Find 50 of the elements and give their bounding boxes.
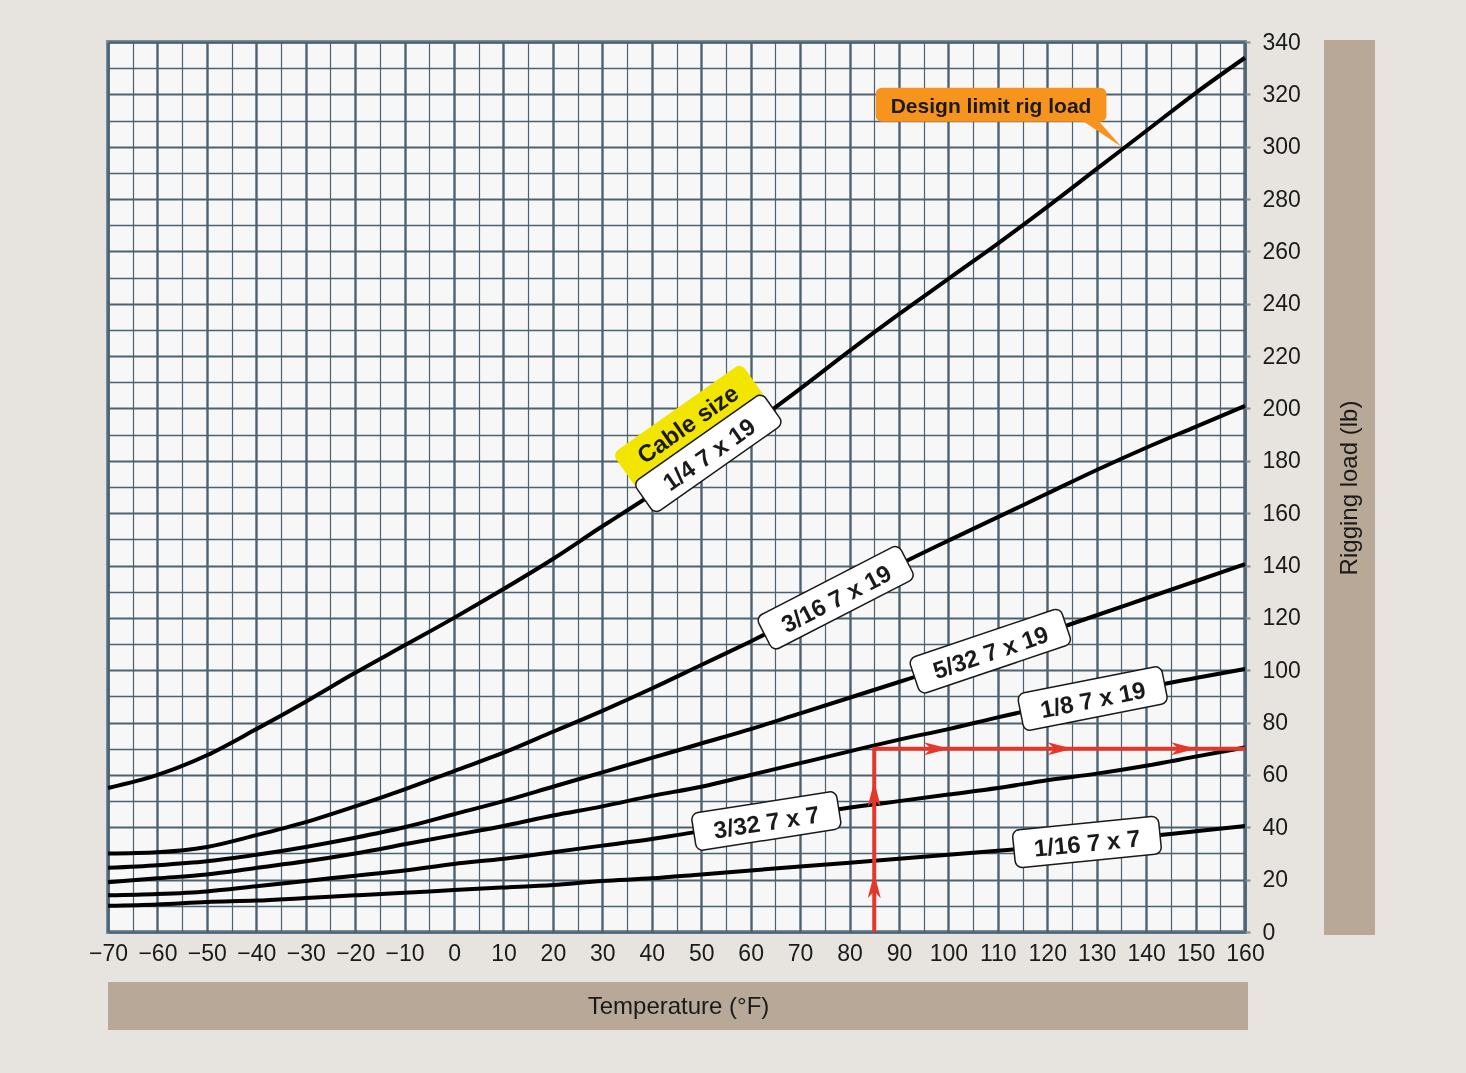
y-tick-label: 300 [1262, 133, 1301, 160]
x-tick-label: 80 [837, 939, 863, 966]
y-tick-label: 60 [1262, 761, 1289, 788]
y-tick-label: 240 [1262, 290, 1301, 317]
line-series [106, 55, 1247, 791]
annotation: Design limit rig load [890, 94, 1092, 118]
x-tick-label: −30 [286, 939, 326, 966]
y-tick-label: 120 [1262, 604, 1301, 631]
x-tick-label: −40 [237, 939, 277, 966]
x-tick-label: −10 [385, 939, 425, 966]
y-tick-label: 0 [1262, 918, 1276, 945]
y-tick-label: 80 [1262, 709, 1289, 736]
line-series [106, 562, 1247, 870]
y-tick-label: 280 [1262, 185, 1301, 212]
x-tick-label: −20 [336, 939, 376, 966]
y-tick-label: 100 [1262, 656, 1301, 683]
y-tick-label: 20 [1262, 866, 1289, 893]
x-tick-label: −60 [138, 939, 178, 966]
y-tick-label: 320 [1262, 80, 1301, 107]
x-tick-label: 160 [1226, 939, 1265, 966]
x-tick-label: 150 [1176, 939, 1216, 966]
text: 1/16 7 x 7 [1032, 824, 1142, 862]
text: 3/32 7 x 7 [711, 800, 822, 844]
x-tick-label: 20 [540, 939, 567, 966]
x-tick-label: 10 [491, 939, 517, 966]
y-tick-label: 140 [1262, 552, 1301, 579]
y-tick-label: 200 [1262, 394, 1301, 421]
y-tick-label: 160 [1262, 499, 1301, 526]
text: 3/16 7 x 19 [776, 559, 896, 639]
x-tick-label: 120 [1028, 939, 1067, 966]
x-tick-label: 140 [1127, 939, 1166, 966]
x-tick-label: 60 [738, 939, 764, 966]
x-tick-label: −70 [88, 939, 129, 966]
x-tick-label: 70 [787, 939, 814, 966]
y-axis-title: Rigging load (lb) [1335, 400, 1362, 576]
y-tick-label: 260 [1262, 237, 1301, 264]
x-tick-label: 30 [590, 939, 616, 966]
x-tick-label: 130 [1078, 939, 1117, 966]
y-tick-label: 180 [1262, 447, 1301, 474]
x-tick-label: 40 [639, 939, 666, 966]
x-tick-label: 50 [688, 939, 715, 966]
x-tick-label: 0 [448, 939, 461, 966]
x-tick-label: 110 [979, 939, 1017, 966]
y-tick-label: 40 [1262, 813, 1289, 840]
x-tick-label: −50 [187, 939, 227, 966]
x-axis-title: Temperature (°F) [587, 991, 770, 1019]
x-tick-label: 100 [929, 939, 969, 966]
y-tick-label: 340 [1262, 28, 1301, 55]
y-tick-label: 220 [1262, 342, 1301, 369]
x-tick-label: 90 [886, 939, 913, 966]
